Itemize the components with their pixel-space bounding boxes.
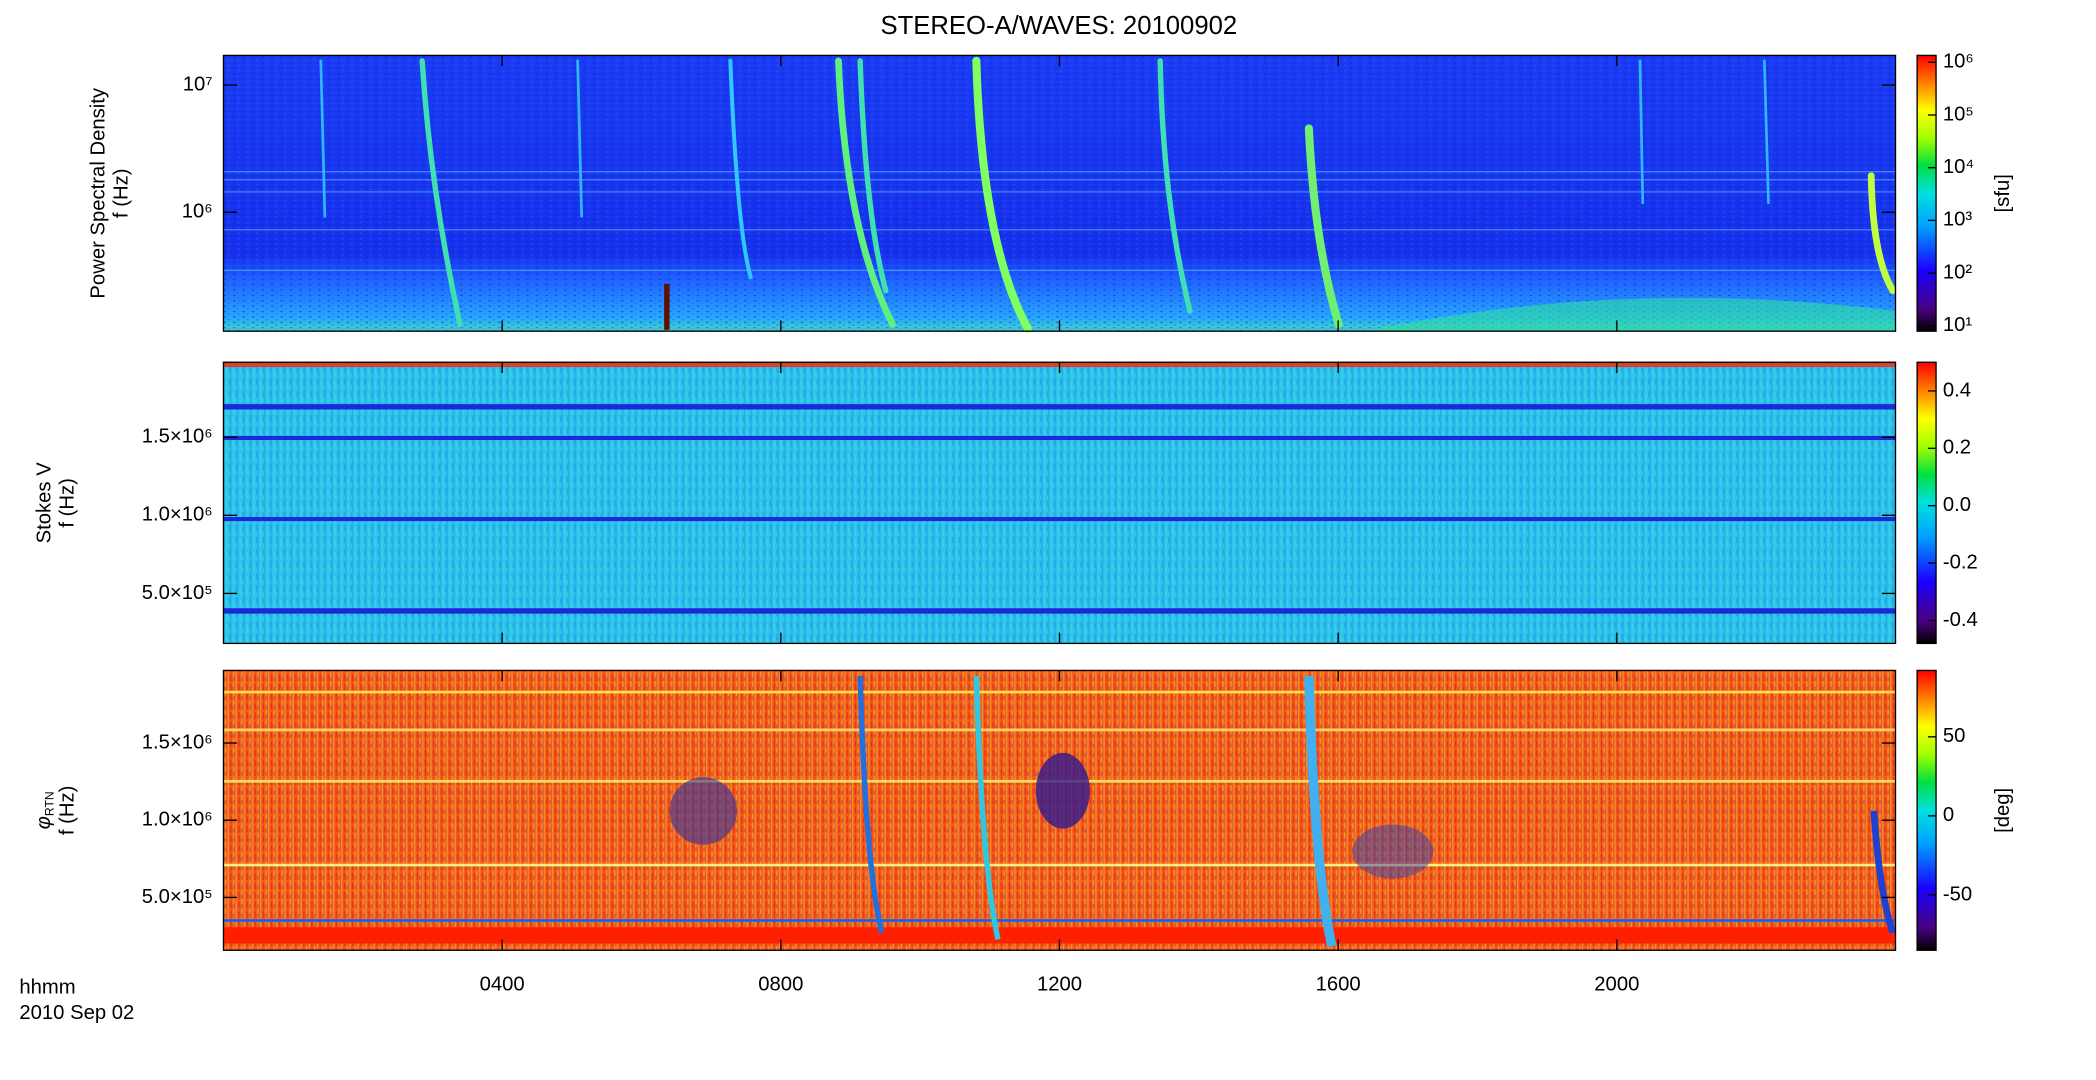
colorbar-tick-label: -0.4 <box>1943 609 1978 631</box>
x-axis-date: 2010 Sep 02 <box>19 1002 134 1024</box>
y-tick-label: 1.5×10⁶ <box>142 731 213 753</box>
panel: 0400 0800 1200 1600 2000 5.0×10⁵ 1.0×10⁶ 1.5×10… <box>33 669 2014 996</box>
burst-streaks <box>319 56 1897 333</box>
panel-texture <box>223 55 1896 332</box>
panel: 10⁶ 10⁷ Power Spectral Density f (Hz) 10¹ 10²… <box>87 51 2014 336</box>
x-tick-label: 0400 <box>480 974 525 996</box>
colorbar <box>1916 54 1937 332</box>
colorbar-tick-label: -0.2 <box>1943 551 1978 573</box>
colorbar-tick-label: 10⁶ <box>1943 51 1974 73</box>
y-tick-label: 1.5×10⁶ <box>142 426 213 448</box>
colorbar <box>1916 361 1937 645</box>
y-axis-label: f (Hz) <box>56 478 78 528</box>
colorbar-label: [sfu] <box>1992 174 2014 212</box>
y-tick-label: 5.0×10⁵ <box>142 886 213 908</box>
colorbar-tick-label: 10⁵ <box>1943 103 1974 125</box>
glow <box>1365 297 1896 332</box>
panel-backgrounds <box>223 55 1897 951</box>
colorbar-tick-label: 0 <box>1943 804 1954 826</box>
y-axis-label: f (Hz) <box>56 786 78 836</box>
colorbar-tick-label: 10³ <box>1943 209 1973 231</box>
y-axis-label-symbol: φ <box>33 816 55 829</box>
colorbar-tick-label: 0.4 <box>1943 379 1971 401</box>
y-tick-label: 1.0×10⁶ <box>142 809 213 831</box>
x-tick-label: 1600 <box>1316 974 1361 996</box>
colorbar-tick-label: -50 <box>1943 883 1972 905</box>
x-tick-label: 1200 <box>1037 974 1082 996</box>
y-tick-label: 1.0×10⁶ <box>142 504 213 526</box>
colorbar-tick-label: 10⁴ <box>1943 156 1974 178</box>
y-tick-label: 10⁶ <box>182 201 213 223</box>
colorbar-tick-label: 10² <box>1943 261 1973 283</box>
colorbar-tick-label: 10¹ <box>1943 314 1973 336</box>
burst-streaks <box>669 675 1897 948</box>
y-tick-label: 5.0×10⁵ <box>142 582 213 604</box>
y-tick-label: 10⁷ <box>183 73 213 95</box>
colorbar-tick-label: 0.0 <box>1943 494 1971 516</box>
y-axis-label: φRTN <box>33 791 56 829</box>
x-tick-label: 0800 <box>758 974 803 996</box>
x-axis-label: hhmm <box>19 976 75 998</box>
colorbar <box>1916 669 1937 951</box>
x-tick-label: 2000 <box>1594 974 1639 996</box>
y-axis-label: f (Hz) <box>110 169 132 219</box>
colorbar-tick-label: 0.2 <box>1943 437 1971 459</box>
colorbar-label: [deg] <box>1992 788 2014 833</box>
y-axis-label: Stokes V <box>33 462 55 544</box>
band-lines <box>223 690 1896 944</box>
y-axis-label: Power Spectral Density <box>87 87 109 298</box>
figure-title: STEREO-A/WAVES: 20100902 <box>880 12 1237 40</box>
y-axis-label-subscript: RTN <box>43 791 57 816</box>
artifact <box>664 283 670 330</box>
colorbar-tick-label: 50 <box>1943 725 1966 747</box>
